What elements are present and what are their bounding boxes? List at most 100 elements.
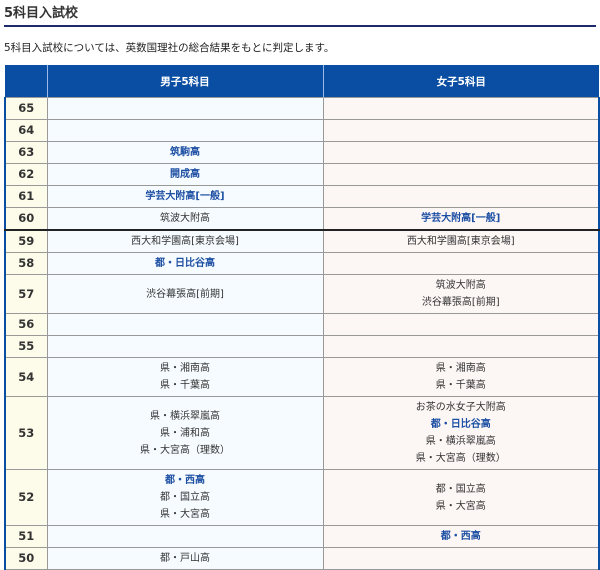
table-row: 60 筑波大附高 学芸大附高[一般] xyxy=(4,207,600,231)
school-name: 渋谷幕張高[前期] xyxy=(146,288,224,300)
table-row: 51 都・西高 xyxy=(4,525,600,548)
boys-cell: 学芸大附高[一般] xyxy=(46,185,324,208)
school-name: 県・横浜翠嵐高 xyxy=(425,436,496,447)
score-cell: 63 xyxy=(4,141,48,164)
school-name: 筑波大附高 xyxy=(160,213,210,224)
boys-cell: 県・湘南高県・千葉高 xyxy=(46,357,324,397)
table-row: 65 xyxy=(4,97,600,120)
table-row: 63 筑駒高 xyxy=(4,141,600,164)
table-row: 52 都・西高 都・国立高 県・大宮高 都・国立高 県・大宮高 xyxy=(4,469,600,526)
girls-cell xyxy=(322,97,600,120)
boys-cell xyxy=(46,97,324,120)
score-cell: 58 xyxy=(4,252,48,275)
girls-cell xyxy=(322,163,600,186)
school-name: 県・湘南高 xyxy=(435,363,486,374)
table-row: 50 都・戸山高 xyxy=(4,547,600,570)
girls-cell: お茶の水女子大附高 都・日比谷高 県・横浜翠嵐高 県・大宮高（理数） xyxy=(322,396,600,470)
school-name: お茶の水女子大附高 xyxy=(415,402,506,413)
school-link[interactable]: 都・日比谷高 xyxy=(430,419,491,430)
school-name: 都・国立高 xyxy=(435,483,486,495)
school-name: 都・戸山高 xyxy=(160,553,210,564)
boys-cell: 都・戸山高 xyxy=(46,547,324,570)
girls-cell: 県・湘南高県・千葉高 xyxy=(322,357,600,397)
boys-cell: 都・日比谷高 xyxy=(46,252,324,275)
header-boys: 男子5科目 xyxy=(46,65,323,98)
school-name: 県・千葉高 xyxy=(435,380,486,391)
girls-cell xyxy=(322,313,600,336)
boys-cell: 筑波大附高 xyxy=(46,207,324,231)
girls-cell xyxy=(322,185,600,208)
score-cell: 57 xyxy=(4,274,48,314)
girls-cell xyxy=(322,335,600,358)
school-name: 西大和学園高[東京会場] xyxy=(406,236,515,247)
score-cell: 55 xyxy=(4,335,48,358)
table-row: 61 学芸大附高[一般] xyxy=(4,185,600,208)
school-link[interactable]: 都・西高 xyxy=(440,531,481,542)
boys-cell: 渋谷幕張高[前期] xyxy=(46,274,324,314)
boys-cell: 西大和学園高[東京会場] xyxy=(46,229,324,253)
school-link[interactable]: 学芸大附高[一般] xyxy=(145,191,225,202)
header-girls: 女子5科目 xyxy=(322,65,599,98)
girls-cell: 都・西高 xyxy=(322,525,600,548)
score-cell: 50 xyxy=(4,547,48,570)
score-cell: 59 xyxy=(4,229,48,253)
score-cell: 64 xyxy=(4,119,48,142)
table-row: 64 xyxy=(4,119,600,142)
girls-cell xyxy=(322,547,600,570)
school-name: 渋谷幕張高[前期] xyxy=(421,297,500,308)
girls-cell xyxy=(322,252,600,275)
table-row: 62 開成高 xyxy=(4,163,600,186)
school-name: 県・湘南高 xyxy=(160,363,210,374)
boys-cell xyxy=(46,525,324,548)
boys-cell: 開成高 xyxy=(46,163,324,186)
score-cell: 54 xyxy=(4,357,48,397)
boys-cell: 県・横浜翠嵐高 県・浦和高県・大宮高（理数） xyxy=(46,396,324,470)
table-row: 59 西大和学園高[東京会場] 西大和学園高[東京会場] xyxy=(4,229,600,253)
table-header-row: 男子5科目 女子5科目 xyxy=(5,65,599,98)
score-cell: 62 xyxy=(4,163,48,186)
school-link[interactable]: 学芸大附高[一般] xyxy=(421,213,501,224)
school-link[interactable]: 都・日比谷高 xyxy=(155,258,215,269)
boys-cell xyxy=(46,313,324,336)
school-name: 県・千葉高 xyxy=(160,380,210,391)
score-cell: 60 xyxy=(4,207,48,231)
school-link[interactable]: 都・西高 xyxy=(165,475,205,486)
school-name: 西大和学園高[東京会場] xyxy=(131,236,239,247)
school-link[interactable]: 開成高 xyxy=(170,169,200,180)
girls-cell xyxy=(322,141,600,164)
title-divider xyxy=(4,25,596,27)
boys-cell: 筑駒高 xyxy=(46,141,324,164)
girls-cell: 筑波大附高渋谷幕張高[前期] xyxy=(322,274,600,314)
girls-cell xyxy=(322,119,600,142)
school-name: 県・大宮高 xyxy=(160,509,210,520)
boys-cell: 都・西高都・国立高県・大宮高 xyxy=(46,469,324,526)
school-name: 筑波大附高 xyxy=(435,280,486,291)
score-cell: 53 xyxy=(4,396,48,470)
school-name: 県・大宮高（理数） xyxy=(415,453,506,464)
score-cell: 52 xyxy=(4,469,48,526)
school-name: 県・浦和高 xyxy=(160,427,210,439)
girls-cell: 学芸大附高[一般] xyxy=(322,207,600,231)
score-cell: 51 xyxy=(4,525,48,548)
boys-cell xyxy=(46,119,324,142)
table-row: 55 xyxy=(4,335,600,358)
girls-cell: 西大和学園高[東京会場] xyxy=(322,229,600,253)
school-name: 都・国立高 xyxy=(160,492,210,503)
girls-cell: 都・国立高 県・大宮高 xyxy=(322,469,600,526)
table-row: 58 都・日比谷高 xyxy=(4,252,600,275)
boys-cell xyxy=(46,335,324,358)
table-row: 56 xyxy=(4,313,600,336)
table-row: 54 県・湘南高 県・千葉高 県・湘南高 県・千葉高 xyxy=(4,357,600,397)
school-link[interactable]: 筑駒高 xyxy=(170,147,200,158)
score-cell: 61 xyxy=(4,185,48,208)
school-name: 県・大宮高（理数） xyxy=(140,444,230,456)
score-cell: 56 xyxy=(4,313,48,336)
page-title: 5科目入試校 xyxy=(4,6,79,21)
school-name: 県・横浜翠嵐高 xyxy=(150,410,220,422)
results-table: 男子5科目 女子5科目 65 64 63 筑駒高 62 開成高 61 学芸大附高[一般… xyxy=(4,65,600,570)
table-row: 53 県・横浜翠嵐高 県・浦和高 県・大宮高（理数） お茶の水女子大附高 都・日比谷高 県・… xyxy=(4,396,600,470)
table-row: 57 渋谷幕張高[前期] 筑波大附高 渋谷幕張高[前期] xyxy=(4,274,600,314)
description: 5科目入試校については、英数国理社の総合結果をもとに判定します。 xyxy=(4,42,335,54)
score-cell: 65 xyxy=(4,97,48,120)
header-score xyxy=(5,65,47,98)
